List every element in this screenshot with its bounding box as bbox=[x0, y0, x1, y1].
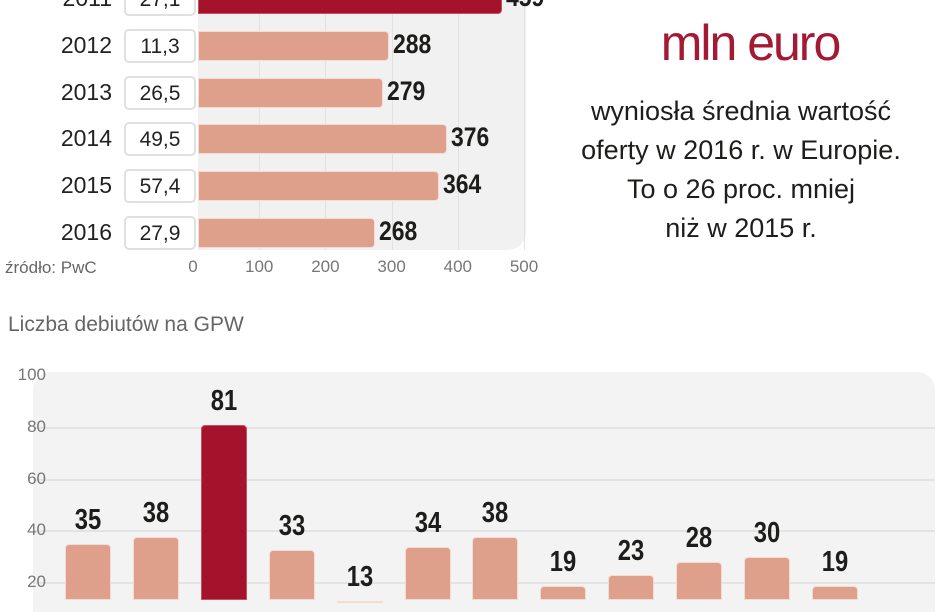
x-tick-label: 100 bbox=[245, 257, 274, 276]
offer-count-box: 57,4 bbox=[124, 169, 196, 204]
x-tick-label: 400 bbox=[443, 257, 472, 276]
x-tick-label: 0 bbox=[188, 257, 198, 276]
bar-value-label: 23 bbox=[617, 535, 645, 568]
bar bbox=[198, 0, 502, 14]
bar bbox=[404, 546, 451, 600]
bar-value-label: 19 bbox=[821, 545, 849, 578]
y-tick-label: 60 bbox=[27, 468, 46, 488]
bar-value-label: 268 bbox=[379, 216, 418, 246]
y-gridline bbox=[33, 478, 935, 481]
bar-value-label: 33 bbox=[278, 509, 305, 542]
bar bbox=[608, 575, 655, 600]
bar bbox=[132, 536, 179, 600]
offer-count-box: 49,5 bbox=[124, 122, 196, 157]
bar bbox=[65, 544, 111, 600]
bar-value-label: 459 bbox=[506, 0, 544, 13]
bar bbox=[268, 549, 315, 600]
bar-value-label: 34 bbox=[414, 506, 441, 539]
bar bbox=[676, 562, 723, 600]
bar bbox=[198, 77, 383, 108]
callout-unit: mln euro bbox=[660, 15, 842, 71]
bar-value-label: 376 bbox=[450, 122, 490, 153]
y-tick-label: 100 bbox=[17, 365, 46, 384]
x-tick-label: 500 bbox=[509, 257, 539, 276]
bar-value-label: 81 bbox=[210, 385, 238, 418]
callout-line: oferty w 2016 r. w Europie. bbox=[581, 135, 901, 165]
bar-value-label: 288 bbox=[392, 28, 431, 59]
bar bbox=[744, 557, 790, 600]
year-label: 2015 bbox=[60, 172, 112, 199]
bar-value-label: 13 bbox=[346, 561, 373, 594]
bar bbox=[200, 425, 247, 600]
bar-value-label: 19 bbox=[550, 545, 577, 578]
year-label: 2012 bbox=[60, 31, 112, 58]
offer-count-box: 27,1 bbox=[124, 0, 196, 16]
source-note: źródło: PwC bbox=[5, 258, 97, 277]
bar bbox=[472, 536, 519, 600]
bar-value-label: 28 bbox=[685, 522, 713, 555]
bar bbox=[198, 171, 439, 202]
y-tick-label: 40 bbox=[27, 520, 46, 540]
offer-count-box: 11,3 bbox=[124, 28, 196, 63]
offer-count-box: 26,5 bbox=[124, 75, 196, 110]
bar-value-label: 38 bbox=[482, 496, 509, 529]
bar bbox=[198, 30, 389, 61]
y-tick-label: 80 bbox=[27, 416, 46, 436]
x-tick-label: 300 bbox=[377, 257, 406, 276]
callout-line: To o 26 proc. mniej bbox=[626, 174, 856, 204]
bar bbox=[198, 218, 376, 248]
x-gridline bbox=[524, 0, 525, 250]
bar-value-label: 364 bbox=[442, 169, 482, 200]
year-label: 2016 bbox=[60, 219, 112, 245]
callout-text: wyniosła średnia wartość oferty w 2016 r… bbox=[548, 92, 934, 248]
year-label: 2013 bbox=[60, 78, 112, 105]
y-gridline bbox=[33, 426, 935, 429]
offer-count-box: 27,9 bbox=[124, 216, 196, 250]
x-gridline bbox=[457, 0, 459, 250]
callout-line: niż w 2015 r. bbox=[665, 213, 817, 243]
year-label: 2011 bbox=[12, 0, 112, 12]
bar-value-label: 38 bbox=[142, 496, 170, 529]
bar-value-label: 279 bbox=[386, 75, 425, 106]
y-tick-label: 20 bbox=[27, 572, 46, 592]
bar-value-label: 35 bbox=[74, 504, 102, 537]
debuts-chart-title: Liczba debiutów na GPW bbox=[8, 313, 244, 336]
x-tick-label: 200 bbox=[311, 257, 340, 276]
bar-value-label: 30 bbox=[753, 517, 781, 550]
y-gridline bbox=[33, 530, 935, 533]
bar bbox=[198, 124, 447, 155]
callout-line: wyniosła średnia wartość bbox=[590, 96, 892, 126]
year-label: 2014 bbox=[60, 125, 112, 152]
